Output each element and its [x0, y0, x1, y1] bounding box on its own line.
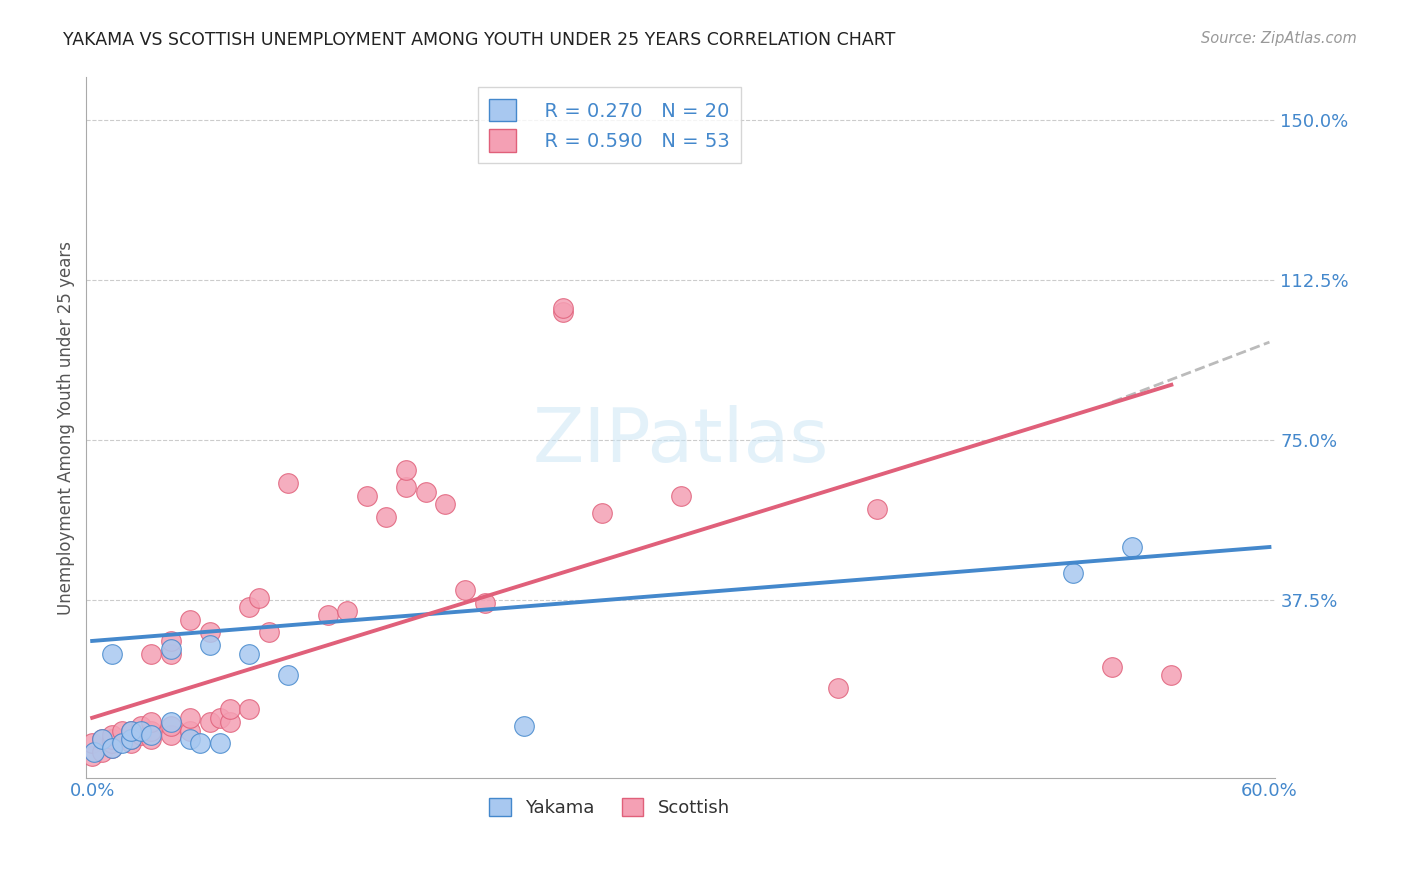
Text: YAKAMA VS SCOTTISH UNEMPLOYMENT AMONG YOUTH UNDER 25 YEARS CORRELATION CHART: YAKAMA VS SCOTTISH UNEMPLOYMENT AMONG YO…	[63, 31, 896, 49]
Point	[159, 728, 181, 742]
Point	[101, 647, 124, 661]
Point	[277, 668, 299, 682]
Point	[247, 591, 270, 606]
Point	[159, 642, 181, 657]
Point	[82, 749, 104, 764]
Point	[415, 484, 437, 499]
Point	[208, 711, 231, 725]
Point	[101, 736, 124, 750]
Point	[101, 740, 124, 755]
Point	[139, 647, 162, 661]
Text: Source: ZipAtlas.com: Source: ZipAtlas.com	[1201, 31, 1357, 46]
Point	[395, 480, 418, 494]
Point	[218, 714, 240, 729]
Point	[551, 301, 574, 315]
Point	[120, 736, 142, 750]
Point	[375, 510, 398, 524]
Point	[1121, 540, 1143, 554]
Point	[434, 497, 457, 511]
Point	[101, 740, 124, 755]
Point	[551, 305, 574, 319]
Point	[591, 506, 613, 520]
Point	[218, 702, 240, 716]
Point	[139, 714, 162, 729]
Point	[101, 732, 124, 747]
Point	[198, 638, 221, 652]
Point	[159, 719, 181, 733]
Point	[159, 714, 181, 729]
Point	[120, 723, 142, 738]
Point	[159, 634, 181, 648]
Point	[238, 702, 260, 716]
Point	[198, 714, 221, 729]
Point	[238, 647, 260, 661]
Text: ZIPatlas: ZIPatlas	[533, 405, 830, 478]
Point	[179, 732, 201, 747]
Point	[120, 732, 142, 747]
Point	[513, 719, 536, 733]
Point	[208, 736, 231, 750]
Point	[257, 625, 280, 640]
Point	[110, 723, 132, 738]
Y-axis label: Unemployment Among Youth under 25 years: Unemployment Among Youth under 25 years	[58, 241, 75, 615]
Point	[129, 719, 152, 733]
Point	[129, 728, 152, 742]
Point	[101, 728, 124, 742]
Point	[1160, 668, 1182, 682]
Point	[139, 723, 162, 738]
Point	[179, 711, 201, 725]
Point	[474, 595, 496, 609]
Point	[866, 501, 889, 516]
Point	[179, 613, 201, 627]
Point	[139, 732, 162, 747]
Point	[83, 745, 105, 759]
Point	[1101, 659, 1123, 673]
Point	[1062, 566, 1084, 580]
Point	[188, 736, 211, 750]
Point	[238, 599, 260, 614]
Point	[139, 728, 162, 742]
Point	[91, 732, 114, 747]
Point	[454, 582, 477, 597]
Point	[159, 647, 181, 661]
Point	[91, 732, 114, 747]
Point	[179, 723, 201, 738]
Point	[110, 736, 132, 750]
Point	[316, 608, 339, 623]
Point	[198, 625, 221, 640]
Point	[827, 681, 849, 695]
Legend: Yakama, Scottish: Yakama, Scottish	[482, 790, 737, 824]
Point	[336, 604, 359, 618]
Point	[277, 475, 299, 490]
Point	[669, 489, 692, 503]
Point	[82, 736, 104, 750]
Point	[129, 723, 152, 738]
Point	[91, 745, 114, 759]
Point	[120, 732, 142, 747]
Point	[395, 463, 418, 477]
Point	[356, 489, 378, 503]
Point	[120, 723, 142, 738]
